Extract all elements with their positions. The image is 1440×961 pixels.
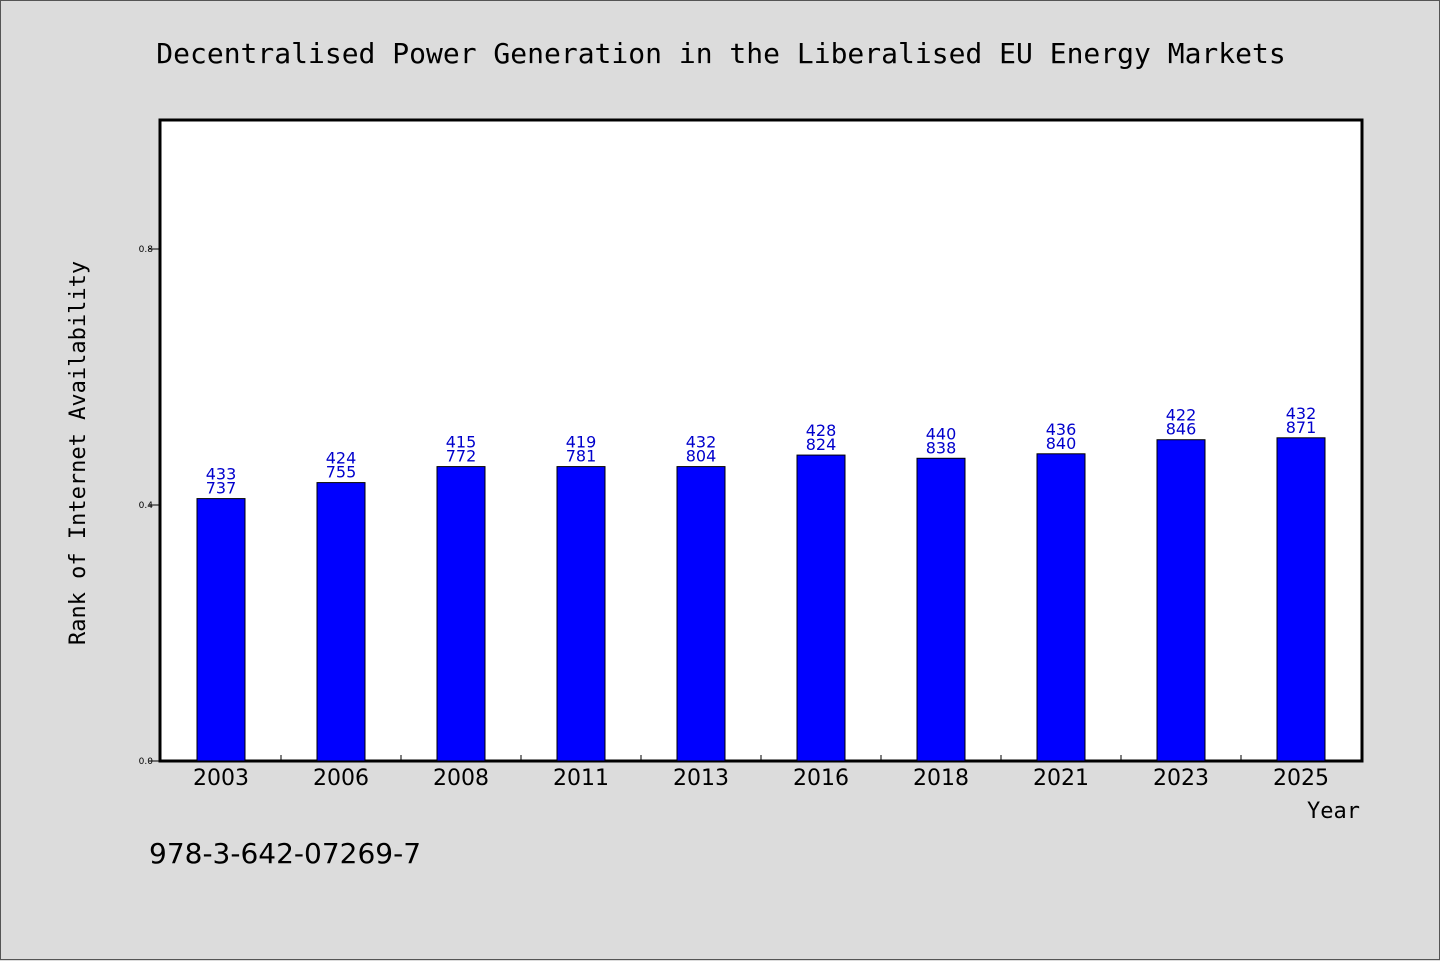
bar [916, 457, 966, 762]
data-label-upper: 419 [566, 433, 597, 452]
data-label-lower: 755 [326, 463, 357, 482]
bar [1276, 437, 1326, 762]
bar-series: 4337374247554157724197814328044288244408… [196, 404, 1326, 762]
x-tick-label: 2018 [913, 766, 969, 791]
data-label-upper: 428 [806, 421, 837, 440]
x-tick-label: 2003 [193, 766, 249, 791]
y-tick-label: 0.0 [139, 757, 154, 767]
bar [316, 482, 366, 762]
data-label-lower: 772 [446, 447, 477, 466]
x-tick-label: 2025 [1273, 766, 1329, 791]
y-axis-label: Rank of Internet Availability [66, 261, 91, 645]
data-label-lower: 840 [1046, 434, 1077, 453]
data-label-upper: 432 [686, 433, 717, 452]
data-label-upper: 432 [1286, 404, 1317, 423]
bar [676, 466, 726, 762]
isbn-footer: 978-3-642-07269-7 [149, 837, 421, 870]
data-label-lower: 737 [206, 479, 237, 498]
x-tick-label: 2006 [313, 766, 369, 791]
data-label-upper: 415 [446, 433, 477, 452]
data-label-upper: 433 [206, 465, 237, 484]
data-label-upper: 422 [1166, 406, 1197, 425]
x-tick-label: 2013 [673, 766, 729, 791]
y-tick-label: 0.8 [139, 245, 154, 255]
data-label-lower: 838 [926, 438, 957, 457]
x-axis: 2003 2006 2008 2011 2013 2016 2018 2021 2023 2025 [193, 755, 1329, 791]
x-tick-label: 2021 [1033, 766, 1089, 791]
bar [1036, 453, 1086, 762]
bar [1156, 439, 1206, 762]
data-label-upper: 440 [926, 424, 957, 443]
y-tick-label: 0.4 [139, 501, 154, 511]
data-label-upper: 424 [326, 449, 357, 468]
bar [556, 466, 606, 762]
data-label-lower: 846 [1166, 420, 1197, 439]
x-axis-label: Year [1307, 799, 1360, 824]
bar [796, 454, 846, 762]
data-label-lower: 871 [1286, 418, 1317, 437]
data-label-lower: 824 [806, 435, 837, 454]
data-label-upper: 436 [1046, 420, 1077, 439]
data-label-lower: 781 [566, 447, 597, 466]
bar [436, 466, 486, 762]
chart-title: Decentralised Power Generation in the Li… [156, 37, 1285, 70]
x-tick-label: 2008 [433, 766, 489, 791]
x-tick-label: 2011 [553, 766, 609, 791]
x-tick-label: 2023 [1153, 766, 1209, 791]
x-tick-label: 2016 [793, 766, 849, 791]
y-axis: 0.0 0.4 0.8 [139, 245, 161, 767]
bar [196, 498, 246, 762]
data-label-lower: 804 [686, 447, 717, 466]
